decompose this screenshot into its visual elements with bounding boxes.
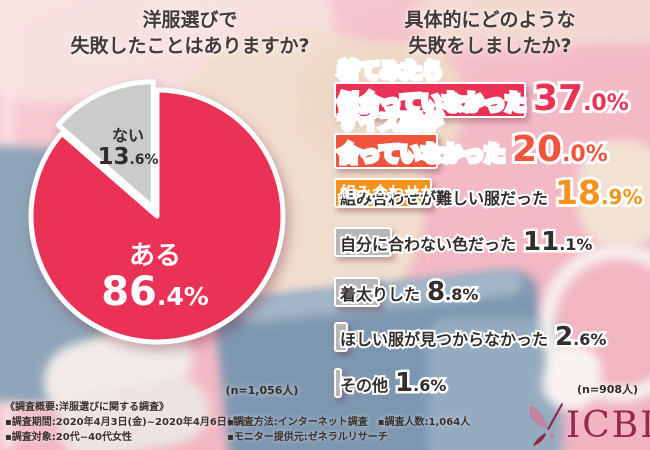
bar: [334, 322, 348, 352]
bar-row: 着太りした 8.8%: [334, 275, 650, 310]
bar-row: 自分に合わない色だった 11.1%: [334, 225, 650, 260]
bar: [334, 178, 432, 208]
bar: [334, 82, 526, 118]
jeans-leg: [428, 318, 563, 450]
survey-overview-left: 《調査概要:洋服選びに関する調査》 ▪調査期間:2020年4月3日(金)~202…: [5, 400, 246, 445]
pie-label-no: ない 13.6%: [86, 126, 170, 169]
pie-label-yes: ある 86.4%: [80, 241, 230, 313]
bar-value: 20.0%: [509, 129, 611, 171]
pie-slice-ある: [28, 87, 286, 345]
bar-label: 着太りした 8.8%: [338, 275, 481, 310]
right-chart-title: 具体的にどのような 失敗をしましたか?: [404, 9, 576, 57]
bar-label: 自分に合わない色だった 11.1%: [338, 225, 595, 260]
butterfly-icon: [529, 403, 563, 446]
pie-slice-value: 86.4%: [101, 269, 209, 315]
bar-value: 2.6%: [553, 320, 609, 355]
pie-slice-value: 13.6%: [97, 144, 159, 170]
survey-overview-right: ▪調査方法:インターネット調査 ▪調査人数:1,064人 ▪モニター提供元:ゼネ…: [227, 415, 470, 445]
sample-size-left: (n=1,056人): [225, 384, 299, 397]
bar-label: サイズ感が 合っていなかった 20.0%: [336, 109, 611, 171]
bar-row: その他 1.6%: [334, 366, 650, 401]
fluffy-slipper: [578, 140, 650, 248]
bar-label: 組み合わせが難しい服だった 18.9%: [338, 173, 645, 212]
bar-value: 18.9%: [552, 173, 645, 212]
sample-size-right: (n=908人): [577, 383, 639, 396]
bar-row: サイズ感が 合っていなかった 20.0%: [334, 109, 650, 171]
bar-value: 1.6%: [393, 366, 449, 401]
bar: [334, 133, 438, 169]
bar-value: 37.0%: [530, 78, 632, 120]
bar: [334, 227, 392, 257]
bar-value: 8.8%: [425, 275, 481, 310]
survey-method: ▪調査方法:インターネット調査 ▪調査人数:1,064人: [227, 417, 471, 428]
pie-slice-label: ある: [128, 241, 181, 271]
bar: [334, 368, 342, 398]
bar-label: その他 1.6%: [338, 366, 449, 401]
icbi-logo: ICBI: [524, 402, 650, 448]
survey-heading: 《調査概要:洋服選びに関する調査》: [5, 402, 169, 413]
knit-fabric: [420, 0, 650, 44]
bar-row: ほしい服が見つからなかった 2.6%: [334, 320, 650, 355]
bar-value: 11.1%: [521, 225, 595, 260]
bar-row: 着てみたら 似合っていなかった 37.0%: [334, 58, 650, 120]
logo-text: ICBI: [566, 405, 650, 446]
survey-period: ▪調査期間:2020年4月3日(金)~2020年4月6日(月): [5, 417, 246, 428]
survey-provider: ▪モニター提供元:ゼネラルリサーチ: [227, 432, 388, 443]
bar-label: 着てみたら 似合っていなかった 37.0%: [336, 58, 632, 120]
left-chart-title: 洋服選びで 失敗したことはありますか?: [70, 9, 310, 57]
bar-row: 組み合わせが難しい服だった 18.9%組み合わせが難しい服だった: [334, 173, 650, 212]
bar-chart: 着てみたら 似合っていなかった 37.0% サイズ感が 合っていなかった 20.0% 組み合…: [334, 0, 650, 450]
pie-slice-ない: [55, 79, 156, 211]
pie-slice-label: ない: [111, 126, 144, 145]
bar: [334, 277, 380, 307]
bar-label-on-bar: 組み合わせが難しい服だった: [340, 183, 432, 202]
bar-label: ほしい服が見つからなかった 2.6%: [338, 320, 609, 355]
survey-target: ▪調査対象:20代~40代女性: [5, 432, 132, 443]
